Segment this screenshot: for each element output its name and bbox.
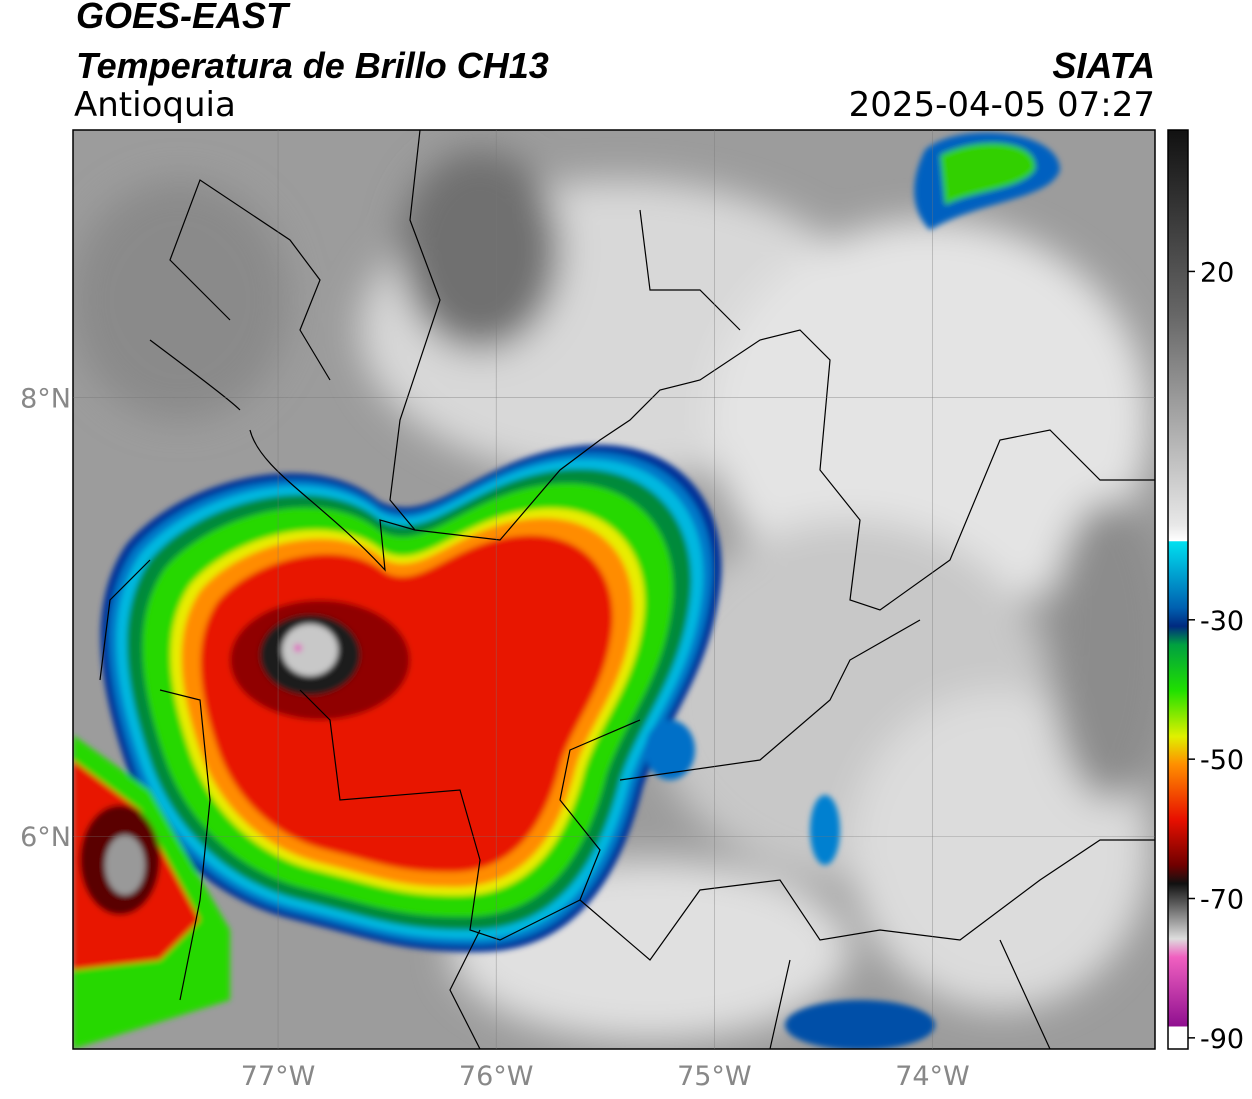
colorbar <box>1167 129 1189 1050</box>
y-tick-label: 8°N <box>20 384 71 415</box>
y-tick-label: 6°N <box>20 822 71 853</box>
colorbar-tick-label: -70 <box>1200 885 1244 916</box>
region: Antioquia <box>74 85 236 125</box>
x-tick-label: 76°W <box>459 1061 534 1092</box>
map-image <box>73 130 1155 1049</box>
colorbar-tick-label: 20 <box>1200 257 1234 288</box>
colorbar-tick-label: -30 <box>1200 606 1244 637</box>
x-tick-label: 75°W <box>677 1061 752 1092</box>
x-tick-label: 77°W <box>241 1061 316 1092</box>
colorbar-tick-label: -50 <box>1200 745 1244 776</box>
subtitle: Temperatura de Brillo CH13 <box>76 45 549 86</box>
datetime: 2025-04-05 07:27 <box>849 85 1155 125</box>
colorbar-tick-label: -90 <box>1200 1024 1244 1055</box>
title: GOES-EAST <box>76 0 291 36</box>
source: SIATA <box>1052 45 1155 86</box>
map-frame <box>72 129 1156 1050</box>
x-tick-label: 74°W <box>895 1061 970 1092</box>
